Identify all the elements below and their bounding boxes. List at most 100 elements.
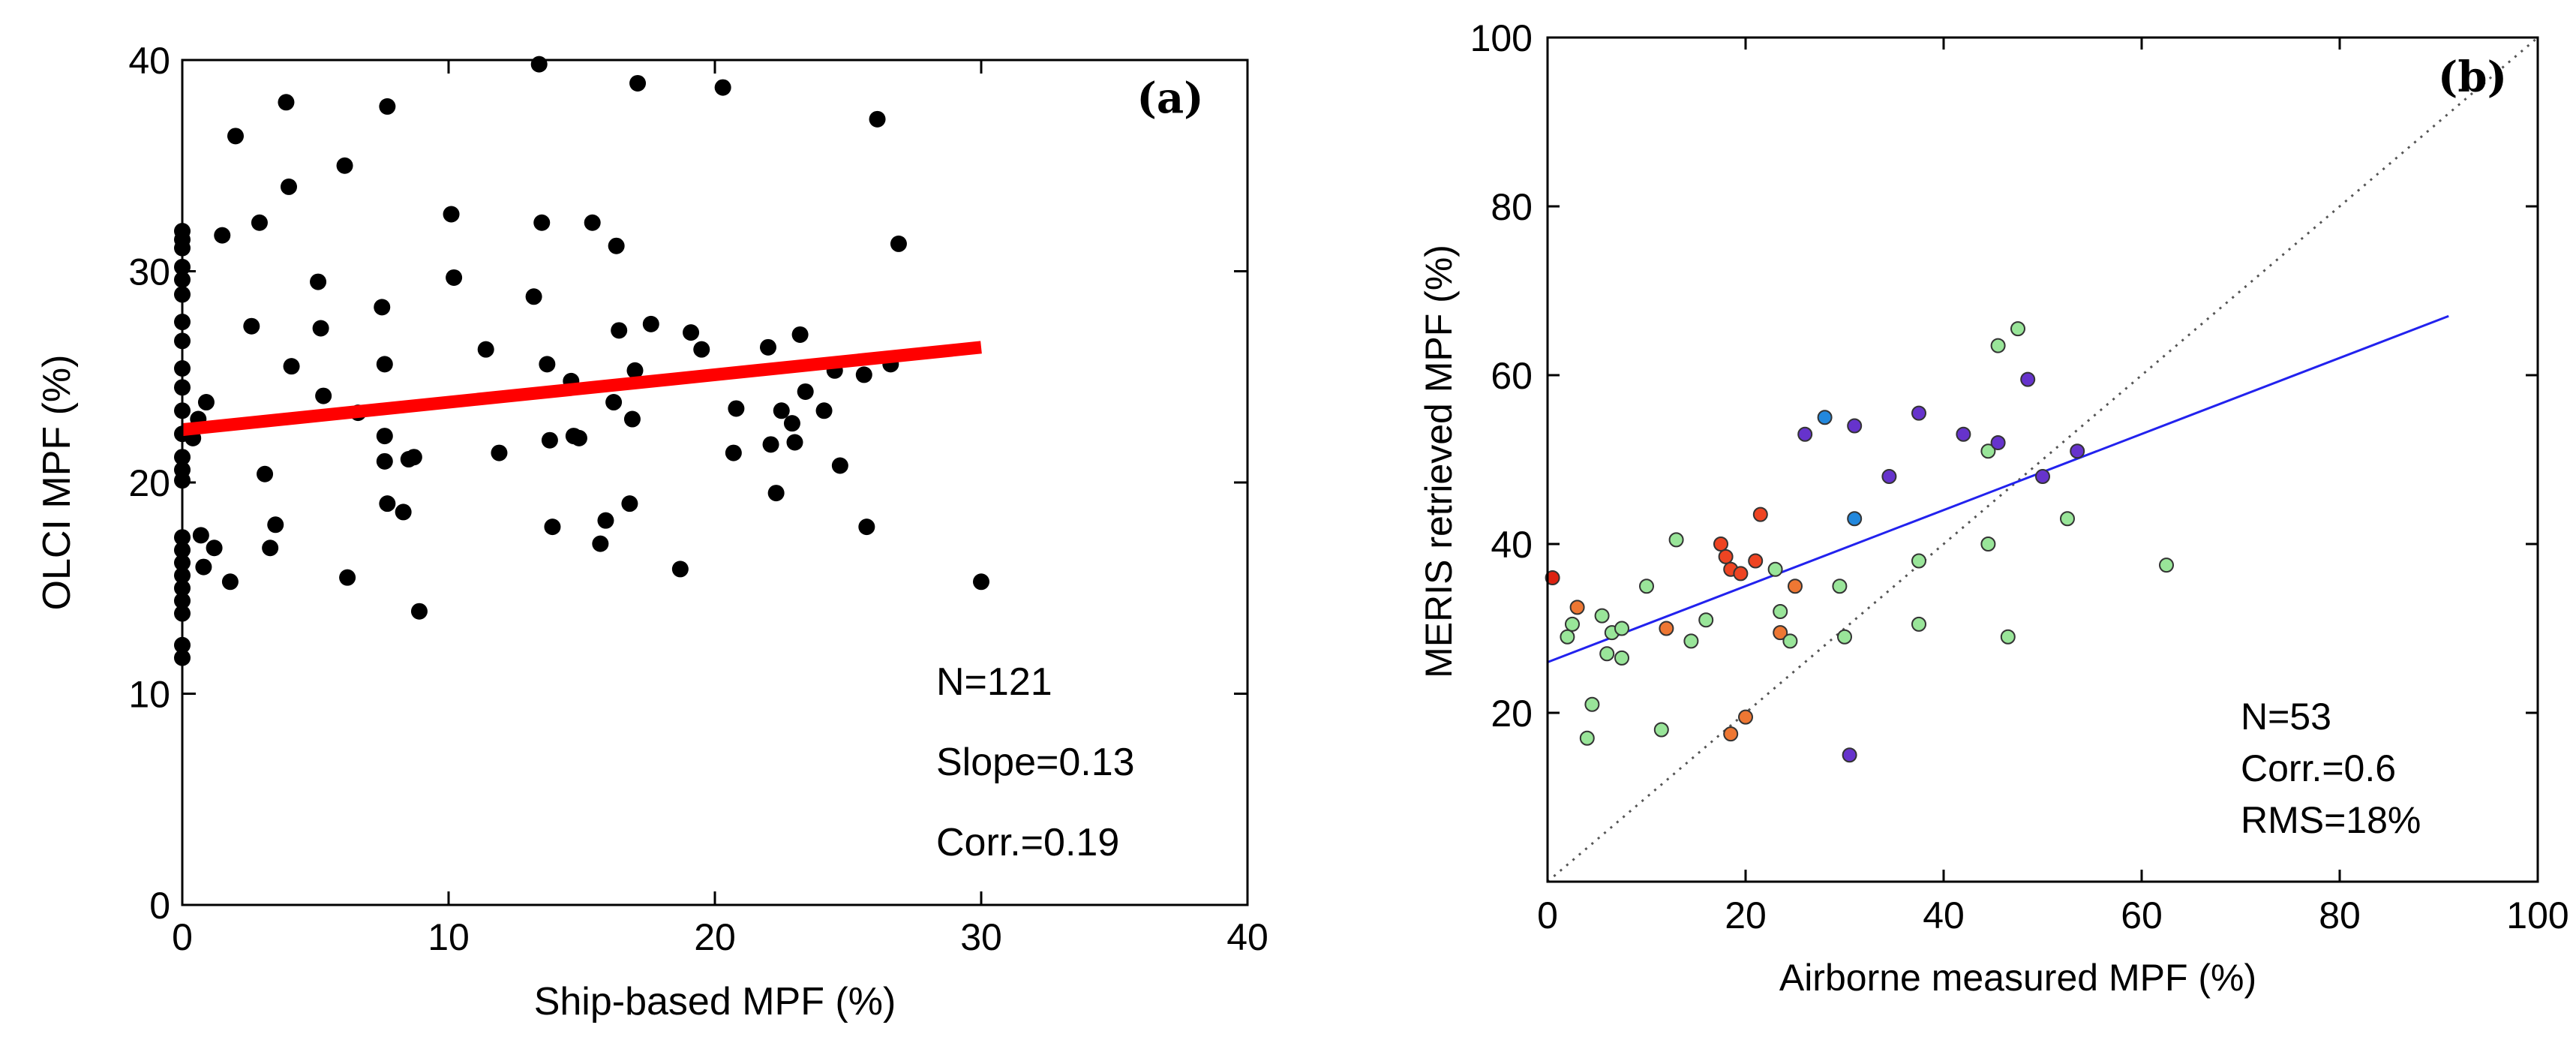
panel-a-point-90: [773, 402, 790, 419]
panel-a-point-80: [642, 315, 659, 332]
panel-a-point-32: [227, 128, 244, 145]
panel-b-point-2: [1565, 616, 1580, 632]
panel-a-point-98: [855, 366, 872, 383]
panel-a-point-60: [491, 444, 508, 461]
panel-a-point-39: [281, 178, 297, 195]
panel-a-point-42: [312, 320, 329, 337]
panel-a-xtick-label-3: 30: [960, 916, 1002, 958]
panel-a-point-81: [671, 561, 689, 578]
panel-b-point-26: [1773, 604, 1788, 619]
panel-a-point-69: [570, 429, 587, 446]
panel-b-point-4: [1579, 730, 1595, 746]
panel-a-point-38: [278, 94, 295, 111]
panel-b-point-40: [1911, 616, 1926, 632]
panel-a-point-62: [530, 56, 548, 73]
panel-a-point-77: [623, 410, 641, 428]
panel-a-ytick-label-4: 40: [128, 40, 170, 82]
panel-a-point-71: [592, 535, 609, 552]
panel-a-point-97: [831, 457, 848, 474]
panel-b-point-19: [1723, 726, 1739, 742]
panel-a-point-52: [379, 495, 396, 512]
panel-b-ytick-labels: 20 40 60 80 100: [1470, 17, 1533, 735]
panel-b-point-50: [2060, 511, 2075, 527]
panel-b-xtick-label-5: 100: [2506, 894, 2568, 936]
panel-b-ticks: [1546, 36, 2539, 882]
panel-a-ytick-labels: 0 10 20 30 40: [128, 40, 170, 927]
panel-a-point-57: [443, 206, 460, 223]
panel-b-point-3: [1569, 600, 1585, 615]
panel-b-point-0: [1545, 570, 1560, 585]
panel-a-point-40: [283, 358, 300, 375]
panel-a-annotation-slope: Slope=0.13: [936, 741, 1135, 784]
panel-a-point-93: [791, 326, 809, 343]
panel-a-ytick-label-1: 10: [128, 674, 170, 716]
panel-b-point-39: [1911, 553, 1926, 569]
panel-a-annotation-n: N=121: [936, 660, 1052, 704]
panel-b-ytick-label-2: 60: [1491, 355, 1533, 397]
panel-a-point-83: [693, 341, 710, 358]
panel-a-point-87: [760, 338, 776, 356]
panel-a-point-91: [783, 415, 800, 432]
panel-a-label: (a): [1136, 74, 1203, 123]
panel-a-point-36: [262, 540, 279, 557]
panel-a-point-94: [797, 383, 814, 400]
panel-a-point-88: [762, 436, 779, 453]
panel-a-point-73: [605, 394, 623, 411]
panel-b-xtick-label-2: 40: [1923, 894, 1965, 936]
panel-b-point-51: [2070, 443, 2085, 459]
panel-a-xtick-label-0: 0: [172, 916, 193, 958]
panel-b-point-6: [1594, 608, 1610, 624]
panel-a-point-51: [379, 98, 396, 115]
panel-a-point-103: [973, 573, 989, 591]
panel-a-point-33: [243, 317, 260, 335]
panel-a-point-79: [629, 74, 647, 92]
panel-b-point-21: [1733, 566, 1749, 582]
panel-a-point-76: [621, 495, 638, 512]
panel-a-ticks: [181, 59, 1249, 906]
panel-b-point-24: [1752, 506, 1768, 522]
panel-a-point-95: [815, 402, 833, 419]
panel-b-point-35: [1847, 418, 1863, 434]
panel-b-point-7: [1599, 646, 1615, 662]
panel-b-fit-line: [1547, 314, 2449, 663]
panel-a-point-89: [767, 485, 785, 502]
panel-a-xtick-labels: 0 10 20 30 40: [172, 916, 1268, 958]
panel-b-point-30: [1797, 426, 1813, 442]
panel-a-point-99: [858, 518, 875, 536]
panel-a-xtick-label-4: 40: [1226, 916, 1268, 958]
panel-a-point-75: [611, 322, 628, 339]
panel-a-x-axis-label: Ship-based MPF (%): [534, 980, 896, 1023]
panel-a-point-92: [786, 434, 803, 451]
panel-a-point-74: [608, 237, 625, 254]
panel-b-point-31: [1817, 410, 1833, 425]
panel-a-ytick-label-0: 0: [149, 885, 170, 927]
panel-a-point-65: [541, 431, 558, 449]
panel-b-point-5: [1584, 696, 1600, 712]
panel-b-axes-frame: [1546, 36, 2539, 883]
panel-a-point-47: [374, 299, 391, 316]
panel-a-points: [174, 56, 989, 666]
panel-a: 0 10 20 30 40 0 10 20 30 40 (a) N=121 Slope=0.13…: [35, 40, 1268, 1023]
panel-b-point-14: [1668, 532, 1684, 548]
panel-b-point-42: [1980, 443, 1996, 459]
panel-a-point-85: [725, 444, 742, 461]
panel-a-point-30: [214, 227, 231, 244]
panel-b-annotation-n: N=53: [2241, 696, 2331, 738]
panel-a-point-64: [539, 356, 556, 373]
panel-b-point-41: [1956, 426, 1971, 442]
panel-a-point-70: [584, 214, 601, 231]
panel-b-xtick-label-4: 80: [2319, 894, 2361, 936]
panel-b-point-45: [1990, 338, 2006, 353]
panel-b-ytick-label-0: 20: [1491, 693, 1533, 735]
panel-a-annotation-corr: Corr.=0.19: [936, 821, 1119, 864]
panel-b-point-43: [1980, 537, 1996, 552]
panel-b-x-axis-label: Airborne measured MPF (%): [1779, 957, 2256, 999]
panel-a-point-61: [525, 288, 542, 305]
panel-a-point-66: [544, 518, 561, 536]
panel-a-y-axis-label: OLCI MPF (%): [35, 355, 79, 611]
panel-a-xtick-label-2: 20: [694, 916, 736, 958]
panel-b-xtick-labels: 0 20 40 60 80 100: [1537, 894, 2569, 936]
panel-a-point-37: [267, 516, 284, 534]
panel-b-point-32: [1832, 579, 1848, 594]
